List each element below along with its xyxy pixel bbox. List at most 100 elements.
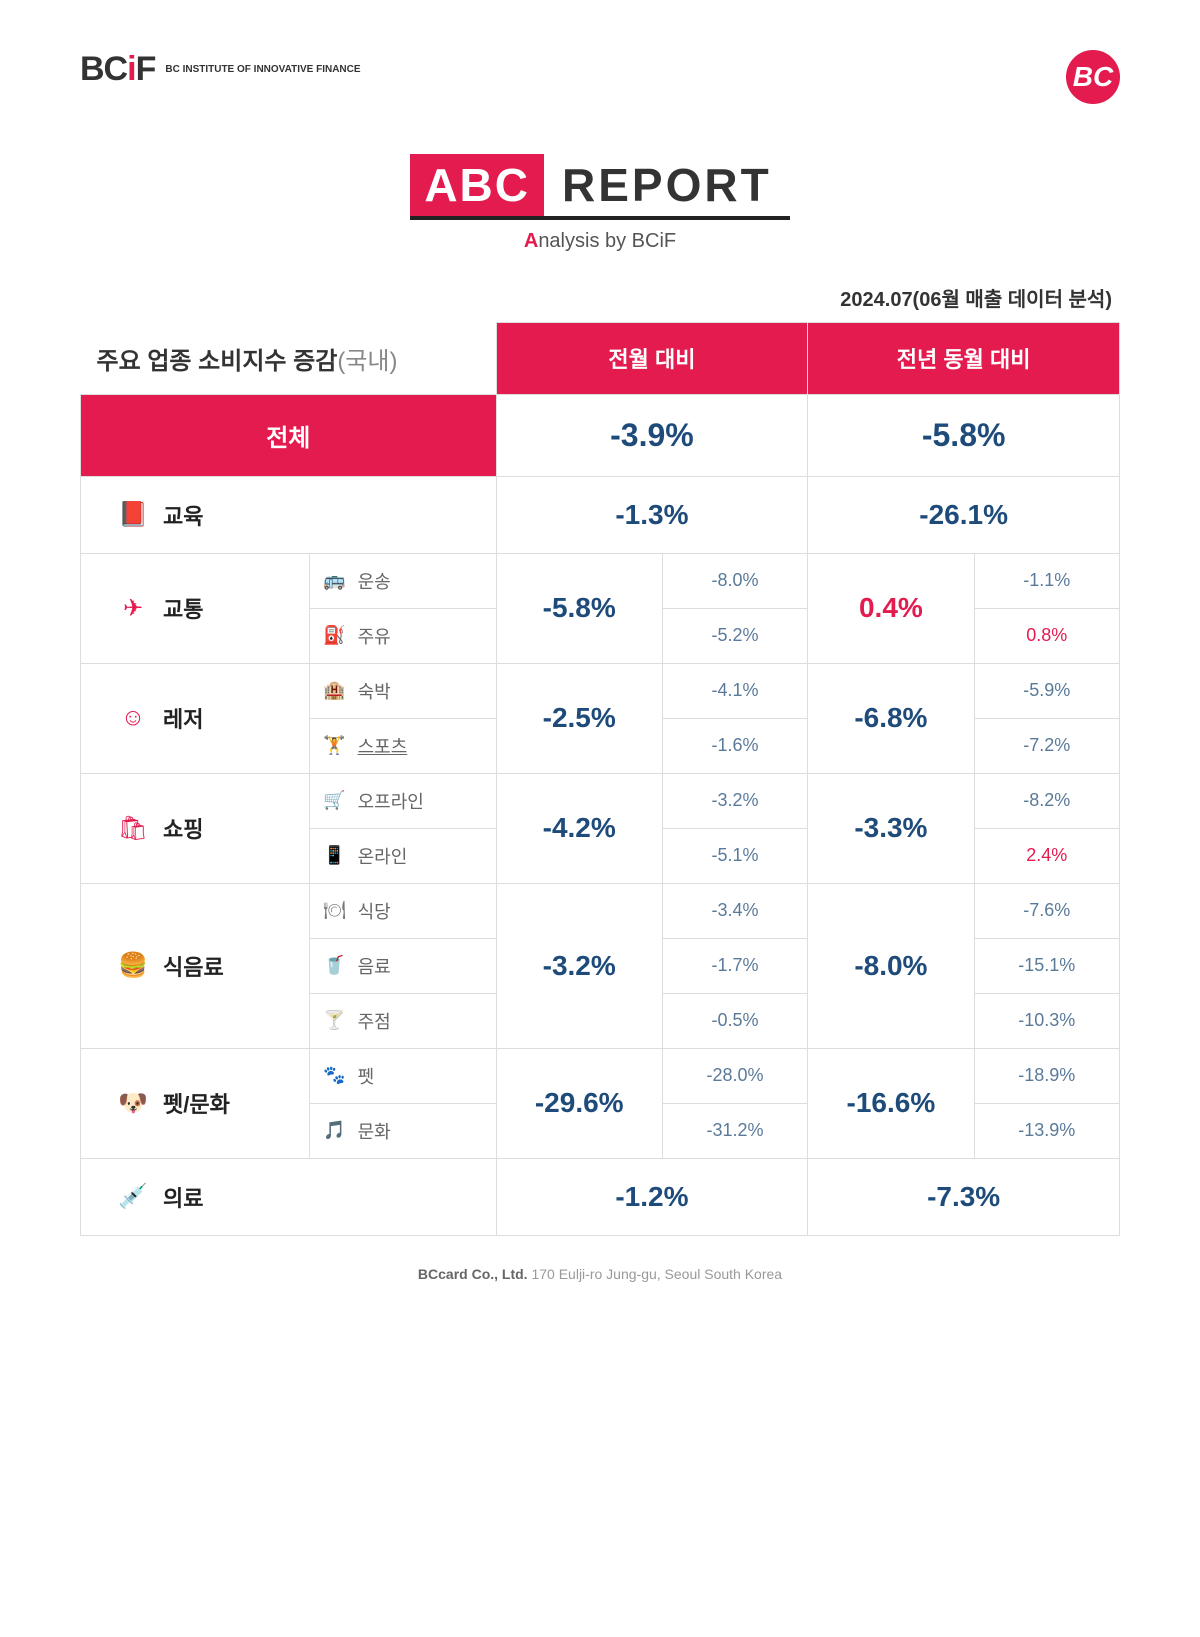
date-line: 2024.07(06월 매출 데이터 분석) <box>80 283 1120 312</box>
subcategory-icon: 🎵 <box>322 1120 348 1141</box>
subcategory-name: 온라인 <box>358 843 408 869</box>
subcategory-cell: 🐾펫 <box>309 1048 496 1103</box>
subcategory-mom: -5.2% <box>662 608 807 663</box>
subcategory-name: 오프라인 <box>358 788 424 814</box>
subcategory-name: 운송 <box>358 568 391 594</box>
subcategory-mom: -1.6% <box>662 718 807 773</box>
subcategory-cell: 🎵 문화 <box>309 1103 496 1158</box>
subcategory-name: 음료 <box>358 953 391 979</box>
category-yoy: -7.3% <box>808 1158 1120 1235</box>
category-name: 교통 <box>163 592 203 624</box>
category-cell: 💉의료 <box>81 1158 497 1235</box>
subcategory-cell: 🍽식당 <box>309 883 496 938</box>
subcategory-cell: ⛽ 주유 <box>309 608 496 663</box>
subcategory-mom: -5.1% <box>662 828 807 883</box>
total-yoy: -5.8% <box>808 394 1120 476</box>
subcategory-cell: 🏨 숙박 <box>309 663 496 718</box>
header-yoy: 전년 동월 대비 <box>808 323 1120 395</box>
category-icon: ☺ <box>117 704 149 732</box>
subcategory-yoy: 0.8% <box>974 608 1119 663</box>
subcategory-yoy: -7.2% <box>974 718 1119 773</box>
subcategory-mom: -4.1% <box>662 663 807 718</box>
title-subtitle: Analysis by BCiF <box>80 230 1120 253</box>
category-mom: -3.2% <box>496 883 662 1048</box>
subcategory-icon: 🛒 <box>322 790 348 811</box>
top-bar: BCiF BC INSTITUTE OF INNOVATIVE FINANCE … <box>80 50 1120 104</box>
subcategory-cell: 🥤 음료 <box>309 938 496 993</box>
category-name: 레저 <box>163 702 203 734</box>
category-mom: -4.2% <box>496 773 662 883</box>
subcategory-name: 스포츠 <box>358 733 408 759</box>
subcategory-icon: 🍸 <box>322 1010 348 1031</box>
category-icon: 📕 <box>117 500 149 529</box>
category-mom: -5.8% <box>496 553 662 663</box>
subcategory-name: 문화 <box>358 1118 391 1144</box>
subcategory-name: 식당 <box>358 898 391 924</box>
subcategory-cell: 🏋 스포츠 <box>309 718 496 773</box>
footer: BCcard Co., Ltd. 170 Eulji-ro Jung-gu, S… <box>80 1266 1120 1282</box>
header-mom: 전월 대비 <box>496 323 808 395</box>
category-cell: 🐶 펫/문화 <box>81 1048 310 1158</box>
subcategory-mom: -8.0% <box>662 553 807 608</box>
category-icon: ✈ <box>117 594 149 623</box>
subcategory-yoy: -10.3% <box>974 993 1119 1048</box>
subcategory-mom: -3.4% <box>662 883 807 938</box>
category-yoy: -3.3% <box>808 773 974 883</box>
subcategory-yoy: -13.9% <box>974 1103 1119 1158</box>
subcategory-name: 주점 <box>358 1008 391 1034</box>
category-name: 펫/문화 <box>163 1087 230 1119</box>
subcategory-yoy: -15.1% <box>974 938 1119 993</box>
category-mom: -1.3% <box>496 476 808 553</box>
logo-bcif-text: BCiF <box>80 50 155 89</box>
subcategory-icon: 📱 <box>322 845 348 866</box>
logo-subtitle: BC INSTITUTE OF INNOVATIVE FINANCE <box>165 64 360 76</box>
subcategory-mom: -28.0% <box>662 1048 807 1103</box>
category-icon: 💉 <box>117 1182 149 1211</box>
category-cell: ✈ 교통 <box>81 553 310 663</box>
subcategory-icon: 🐾 <box>322 1065 348 1086</box>
category-mom: -2.5% <box>496 663 662 773</box>
title-report: REPORT <box>544 154 790 216</box>
category-name: 식음료 <box>163 950 224 982</box>
subcategory-yoy: -1.1% <box>974 553 1119 608</box>
subcategory-name: 주유 <box>358 623 391 649</box>
category-yoy: 0.4% <box>808 553 974 663</box>
total-mom: -3.9% <box>496 394 808 476</box>
category-cell: 📕 교육 <box>81 476 497 553</box>
subcategory-yoy: 2.4% <box>974 828 1119 883</box>
subcategory-mom: -1.7% <box>662 938 807 993</box>
category-mom: -29.6% <box>496 1048 662 1158</box>
category-yoy: -8.0% <box>808 883 974 1048</box>
subcategory-icon: 🏨 <box>322 680 348 701</box>
subcategory-icon: 🏋 <box>322 735 348 756</box>
subcategory-yoy: -18.9% <box>974 1048 1119 1103</box>
subcategory-mom: -0.5% <box>662 993 807 1048</box>
total-label: 전체 <box>81 394 497 476</box>
subcategory-yoy: -8.2% <box>974 773 1119 828</box>
category-name: 쇼핑 <box>163 812 203 844</box>
category-cell: ☺ 레저 <box>81 663 310 773</box>
consumption-table: 주요 업종 소비지수 증감(국내) 전월 대비 전년 동월 대비 전체 -3.9… <box>80 322 1120 1236</box>
subcategory-name: 숙박 <box>358 678 391 704</box>
title-block: ABC REPORT Analysis by BCiF <box>80 154 1120 253</box>
logo-bc-circle: BC <box>1066 50 1120 104</box>
subcategory-name: 펫 <box>358 1063 375 1089</box>
subcategory-cell: 🚌 운송 <box>309 553 496 608</box>
category-name: 교육 <box>163 499 203 531</box>
subcategory-yoy: -5.9% <box>974 663 1119 718</box>
category-yoy: -16.6% <box>808 1048 974 1158</box>
subcategory-mom: -31.2% <box>662 1103 807 1158</box>
subcategory-icon: 🚌 <box>322 570 348 591</box>
subcategory-icon: ⛽ <box>322 625 348 646</box>
category-icon: 🛍 <box>117 814 149 843</box>
header-left: 주요 업종 소비지수 증감(국내) <box>81 323 497 395</box>
category-icon: 🐶 <box>117 1089 149 1118</box>
category-icon: 🍔 <box>117 951 149 980</box>
subcategory-cell: 🛒 오프라인 <box>309 773 496 828</box>
title-abc: ABC <box>410 154 544 216</box>
category-yoy: -26.1% <box>808 476 1120 553</box>
subcategory-yoy: -7.6% <box>974 883 1119 938</box>
subcategory-icon: 🥤 <box>322 955 348 976</box>
subcategory-cell: 📱 온라인 <box>309 828 496 883</box>
category-mom: -1.2% <box>496 1158 808 1235</box>
